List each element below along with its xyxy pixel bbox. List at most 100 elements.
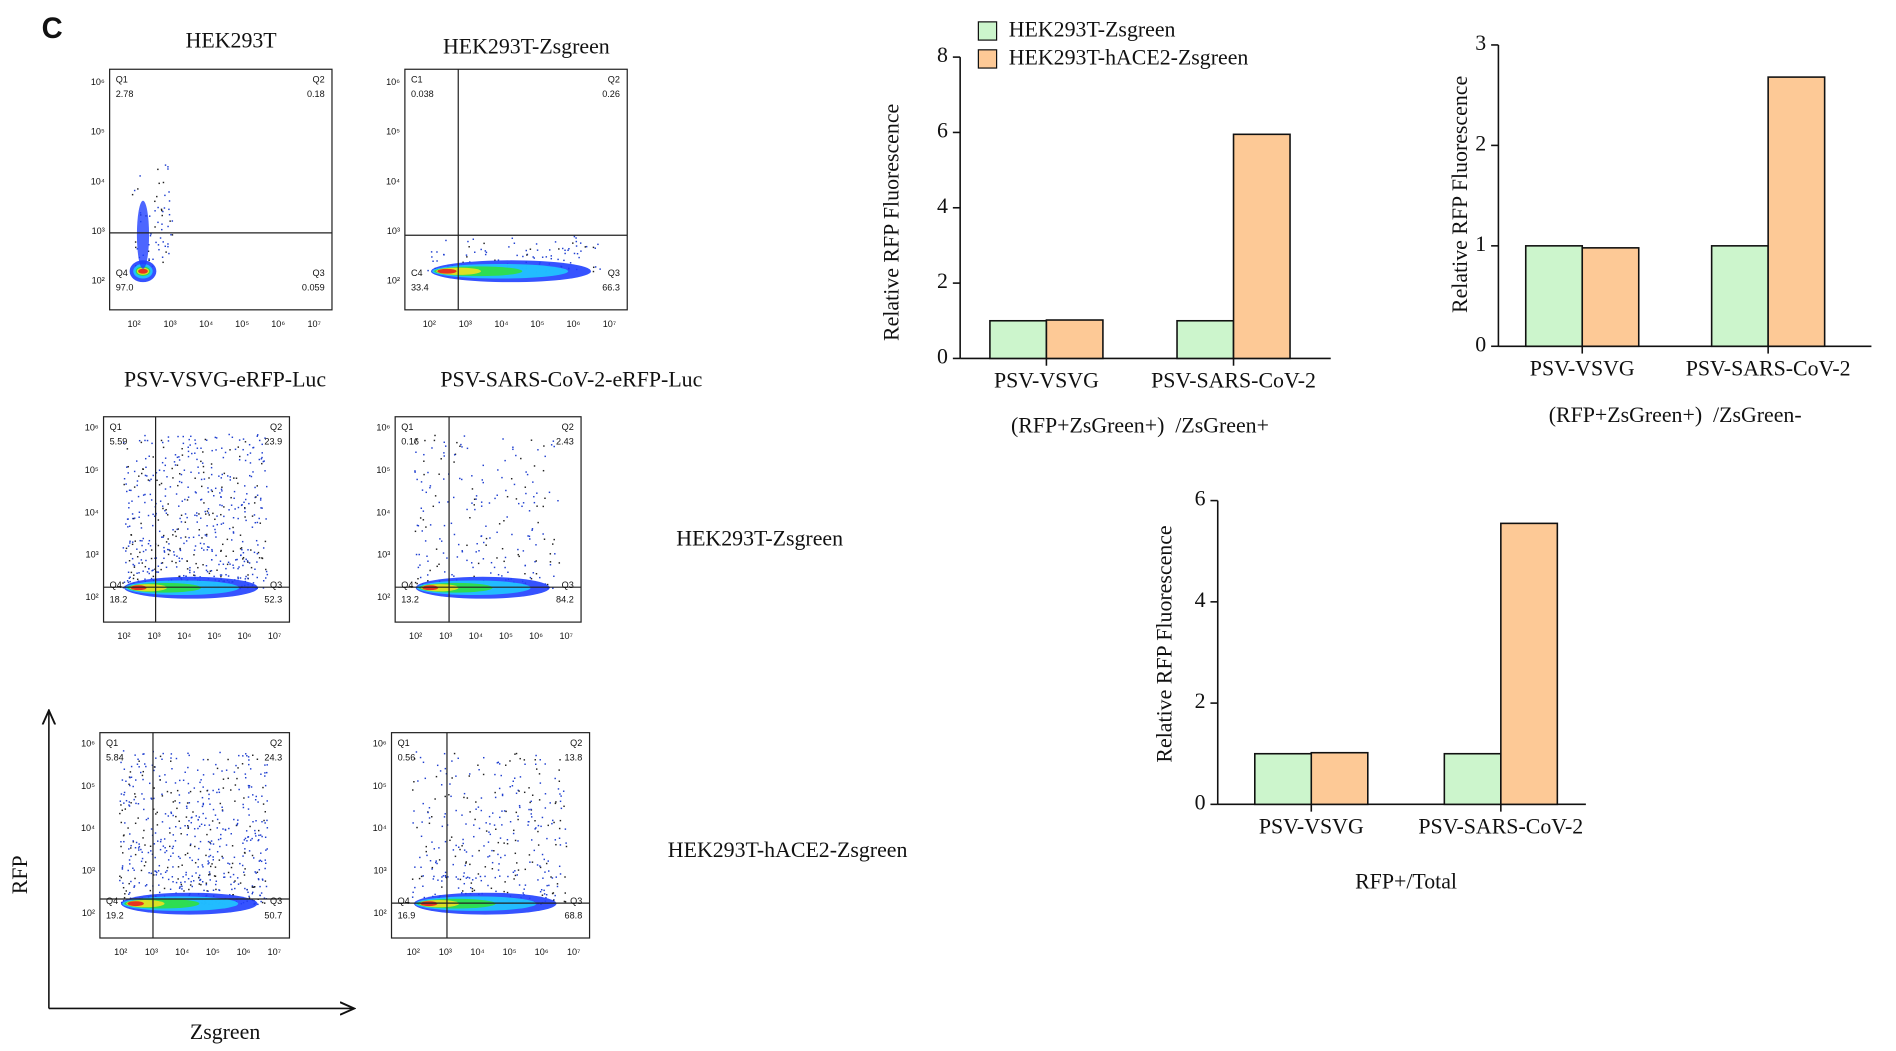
event-dot bbox=[234, 880, 236, 882]
event-dot bbox=[529, 538, 531, 540]
event-dot bbox=[531, 816, 533, 818]
event-dot bbox=[155, 757, 157, 759]
event-dot bbox=[244, 507, 246, 509]
event-dot bbox=[476, 542, 478, 545]
flow-x-tick: 10² bbox=[409, 631, 422, 641]
event-dot bbox=[245, 575, 247, 578]
event-dot bbox=[517, 818, 519, 821]
event-dot bbox=[188, 802, 191, 804]
event-dot bbox=[202, 564, 204, 566]
event-dot bbox=[220, 574, 223, 576]
event-dot bbox=[244, 777, 247, 779]
event-dot bbox=[128, 805, 131, 807]
event-dot bbox=[441, 886, 443, 888]
event-dot bbox=[251, 885, 254, 887]
event-dot bbox=[195, 872, 197, 874]
event-dot bbox=[504, 854, 506, 857]
event-dot bbox=[494, 773, 496, 776]
event-dot bbox=[522, 255, 524, 258]
event-dot bbox=[237, 577, 239, 580]
event-dot bbox=[444, 795, 446, 798]
flow-y-tick: 10⁶ bbox=[81, 739, 95, 749]
event-dot bbox=[147, 542, 150, 545]
event-dot bbox=[496, 494, 498, 496]
event-dot bbox=[504, 881, 506, 883]
event-dot bbox=[172, 529, 174, 531]
event-dot bbox=[498, 863, 500, 865]
event-dot bbox=[512, 446, 514, 448]
y-axis-label: Relative RFP Fluorescence bbox=[879, 104, 903, 341]
event-dot bbox=[128, 507, 130, 509]
event-dot bbox=[136, 572, 138, 574]
flow-y-tick: 10² bbox=[377, 592, 390, 602]
event-dot bbox=[255, 835, 257, 837]
event-dot bbox=[500, 856, 502, 859]
event-dot bbox=[177, 484, 179, 487]
bar bbox=[1232, 133, 1291, 360]
quadrant-name: Q3 bbox=[313, 268, 325, 278]
event-dot bbox=[129, 771, 132, 773]
event-dot bbox=[168, 200, 171, 202]
event-dot bbox=[232, 532, 235, 534]
event-dot bbox=[170, 760, 172, 762]
event-dot bbox=[417, 525, 420, 527]
event-dot bbox=[537, 449, 539, 451]
event-dot bbox=[188, 536, 190, 539]
event-dot bbox=[119, 879, 121, 882]
event-dot bbox=[188, 820, 190, 822]
event-dot bbox=[221, 810, 224, 812]
event-dot bbox=[511, 785, 514, 787]
event-dot bbox=[427, 580, 429, 582]
event-dot bbox=[158, 530, 161, 533]
event-dot bbox=[244, 773, 247, 775]
event-dot bbox=[215, 880, 218, 882]
event-dot bbox=[556, 883, 559, 885]
event-dot bbox=[533, 465, 536, 467]
event-dot bbox=[221, 504, 223, 507]
event-dot bbox=[179, 857, 181, 860]
event-dot bbox=[517, 553, 519, 556]
event-dot bbox=[173, 554, 176, 556]
event-dot bbox=[461, 890, 464, 892]
event-dot bbox=[194, 545, 197, 547]
event-dot bbox=[198, 472, 200, 474]
event-dot bbox=[140, 527, 143, 529]
event-dot bbox=[259, 894, 262, 897]
event-dot bbox=[213, 875, 216, 877]
event-dot bbox=[161, 536, 163, 538]
event-dot bbox=[544, 807, 547, 809]
event-dot bbox=[120, 793, 123, 795]
event-dot bbox=[177, 528, 180, 530]
density bbox=[136, 200, 150, 269]
event-dot bbox=[149, 234, 152, 237]
event-dot bbox=[534, 759, 536, 761]
event-dot bbox=[207, 860, 209, 862]
event-dot bbox=[230, 883, 232, 886]
event-dot bbox=[246, 755, 248, 757]
event-dot bbox=[202, 802, 205, 805]
event-dot bbox=[444, 840, 447, 843]
event-dot bbox=[149, 845, 152, 847]
event-dot bbox=[513, 777, 516, 779]
event-dot bbox=[164, 495, 167, 497]
event-dot bbox=[457, 878, 459, 880]
event-dot bbox=[485, 830, 488, 832]
event-dot bbox=[214, 875, 217, 878]
event-dot bbox=[260, 507, 262, 509]
event-dot bbox=[471, 502, 473, 504]
event-dot bbox=[517, 840, 519, 842]
event-dot bbox=[515, 454, 517, 457]
event-dot bbox=[187, 450, 190, 453]
event-dot bbox=[455, 809, 457, 812]
event-dot bbox=[518, 555, 520, 558]
event-dot bbox=[463, 796, 465, 799]
event-dot bbox=[262, 547, 265, 549]
event-dot bbox=[129, 784, 131, 787]
event-dot bbox=[544, 455, 546, 458]
event-dot bbox=[153, 515, 156, 517]
event-dot bbox=[255, 496, 257, 498]
event-dot bbox=[551, 892, 554, 895]
event-dot bbox=[477, 764, 479, 766]
event-dot bbox=[180, 537, 182, 539]
event-dot bbox=[420, 866, 422, 869]
